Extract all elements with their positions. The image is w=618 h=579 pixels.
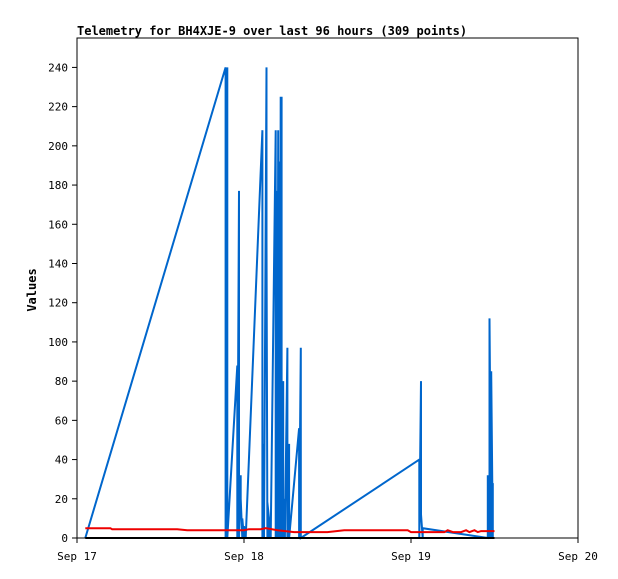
y-axis-label: Values	[25, 268, 39, 311]
y-tick-label: 0	[61, 532, 68, 545]
y-tick-label: 240	[48, 61, 68, 74]
x-tick-label: Sep 19	[391, 550, 431, 563]
series-line-1	[84, 67, 494, 540]
series-line-2	[85, 527, 495, 534]
x-axis: Sep 17 Sep 18 Sep 19 Sep 20	[57, 538, 598, 563]
x-tick-label: Sep 17	[57, 550, 97, 563]
y-tick-label: 40	[55, 454, 68, 467]
y-tick-label: 100	[48, 336, 68, 349]
series-layer	[84, 67, 495, 540]
x-tick-label: Sep 18	[224, 550, 264, 563]
y-tick-label: 20	[55, 493, 68, 506]
y-tick-label: 160	[48, 218, 68, 231]
plot-frame	[76, 37, 579, 539]
chart-title: Telemetry for BH4XJE-9 over last 96 hour…	[77, 24, 467, 38]
y-tick-label: 60	[55, 414, 68, 427]
y-axis: 0 20 40 60 80 100 120 140 160 180 200 220 240	[48, 61, 77, 545]
y-tick-label: 180	[48, 179, 68, 192]
y-tick-label: 80	[55, 375, 68, 388]
y-tick-label: 220	[48, 101, 68, 114]
y-tick-label: 120	[48, 297, 68, 310]
y-tick-label: 140	[48, 257, 68, 270]
x-tick-label: Sep 20	[558, 550, 598, 563]
y-tick-label: 200	[48, 140, 68, 153]
